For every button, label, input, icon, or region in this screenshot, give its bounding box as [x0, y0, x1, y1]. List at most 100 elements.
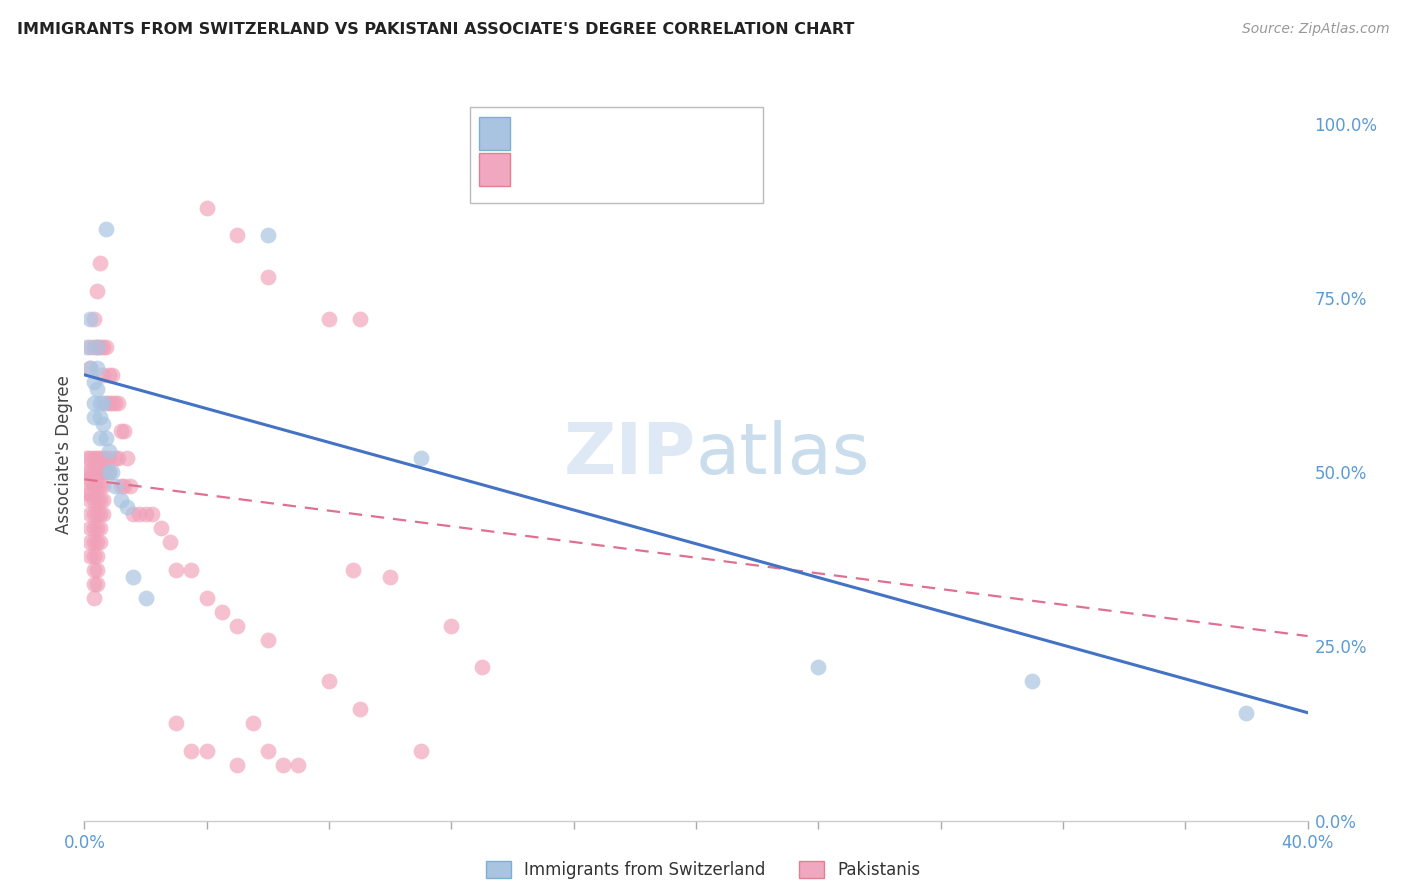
Point — [79, 535, 101, 549]
Point — [122, 507, 145, 521]
Point — [89, 466, 111, 480]
Point — [115, 451, 138, 466]
Point — [226, 228, 249, 243]
Point — [86, 549, 108, 563]
Point — [83, 409, 105, 424]
Point — [86, 382, 108, 396]
Point — [89, 340, 111, 354]
Point — [1021, 674, 1043, 689]
Point — [91, 493, 114, 508]
Point — [409, 744, 432, 758]
Point — [79, 549, 101, 563]
Text: R =: R = — [522, 126, 558, 141]
Text: ZIP: ZIP — [564, 420, 696, 490]
Point — [97, 466, 120, 480]
Point — [83, 549, 105, 563]
Point — [83, 340, 105, 354]
Point — [211, 605, 233, 619]
Point — [112, 424, 135, 438]
Point — [91, 368, 114, 382]
Text: atlas: atlas — [696, 420, 870, 490]
Point — [128, 507, 150, 521]
Point — [135, 591, 157, 605]
Point — [89, 395, 111, 409]
Point — [349, 702, 371, 716]
Legend: Immigrants from Switzerland, Pakistanis: Immigrants from Switzerland, Pakistanis — [485, 861, 921, 880]
Point — [89, 493, 111, 508]
Point — [86, 493, 108, 508]
Point — [380, 570, 402, 584]
Point — [107, 395, 129, 409]
Point — [79, 472, 101, 486]
FancyBboxPatch shape — [470, 108, 763, 202]
Point — [195, 201, 218, 215]
Point — [86, 451, 108, 466]
Point — [79, 360, 101, 375]
Point — [89, 479, 111, 493]
Point — [83, 521, 105, 535]
FancyBboxPatch shape — [479, 153, 510, 186]
Point — [257, 228, 280, 243]
Point — [141, 507, 163, 521]
Point — [115, 500, 138, 515]
Point — [76, 451, 98, 466]
Point — [101, 395, 124, 409]
Point — [94, 451, 117, 466]
Point — [89, 521, 111, 535]
Point — [94, 395, 117, 409]
Point — [86, 521, 108, 535]
Point — [86, 340, 108, 354]
Point — [94, 340, 117, 354]
Point — [318, 674, 340, 689]
Point — [287, 758, 309, 772]
Point — [91, 466, 114, 480]
Point — [83, 535, 105, 549]
Point — [440, 618, 463, 632]
Point — [94, 466, 117, 480]
Point — [83, 451, 105, 466]
Point — [83, 507, 105, 521]
Point — [1236, 706, 1258, 720]
Point — [83, 591, 105, 605]
Point — [83, 493, 105, 508]
Point — [149, 521, 172, 535]
Point — [89, 409, 111, 424]
Point — [471, 660, 494, 674]
Point — [226, 618, 249, 632]
Point — [76, 486, 98, 500]
Point — [94, 430, 117, 444]
Point — [83, 563, 105, 577]
FancyBboxPatch shape — [479, 117, 510, 150]
Point — [104, 451, 127, 466]
Point — [86, 340, 108, 354]
Point — [104, 479, 127, 493]
Point — [91, 479, 114, 493]
Point — [76, 472, 98, 486]
Text: 103: 103 — [686, 162, 714, 178]
Point — [271, 758, 294, 772]
Y-axis label: Associate's Degree: Associate's Degree — [55, 376, 73, 534]
Point — [89, 430, 111, 444]
Point — [79, 521, 101, 535]
Point — [83, 479, 105, 493]
Point — [242, 716, 264, 731]
Text: -0.396: -0.396 — [561, 126, 616, 141]
Point — [89, 451, 111, 466]
Point — [79, 451, 101, 466]
Point — [101, 368, 124, 382]
Point — [89, 256, 111, 270]
Point — [86, 466, 108, 480]
Point — [110, 479, 132, 493]
Text: Source: ZipAtlas.com: Source: ZipAtlas.com — [1241, 22, 1389, 37]
Point — [79, 486, 101, 500]
Point — [180, 563, 202, 577]
Point — [159, 535, 181, 549]
Point — [83, 576, 105, 591]
Point — [342, 563, 364, 577]
Point — [83, 395, 105, 409]
Point — [110, 424, 132, 438]
Point — [86, 507, 108, 521]
Point — [79, 340, 101, 354]
Text: N =: N = — [634, 162, 689, 178]
Text: -0.142: -0.142 — [561, 162, 616, 178]
